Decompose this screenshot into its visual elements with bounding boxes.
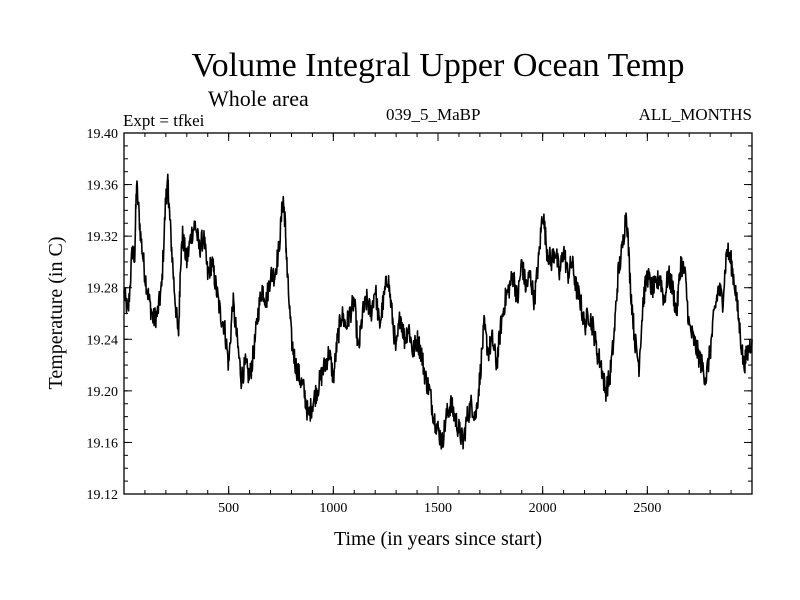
x-tick-label: 1500 [424, 501, 452, 516]
x-tick-label: 500 [218, 501, 239, 516]
experiment-label: Expt = tfkei [123, 111, 205, 130]
x-tick-label: 2500 [633, 501, 661, 516]
plot-frame [123, 132, 753, 495]
y-axis-label: Temperature (in C) [45, 237, 67, 390]
x-axis-label: Time (in years since start) [334, 528, 542, 550]
y-tick-label: 19.20 [87, 385, 119, 400]
chart-title: Volume Integral Upper Ocean Temp [192, 47, 685, 84]
period-label: ALL_MONTHS [639, 105, 752, 124]
axis-ticks [124, 132, 752, 495]
x-tick-label: 2000 [529, 501, 557, 516]
y-tick-label: 19.12 [87, 488, 119, 503]
axis-tick-labels: 19.12 19.16 19.20 19.24 19.28 19.32 19.36 19.40… [87, 127, 662, 516]
y-tick-label: 19.32 [87, 230, 119, 245]
y-tick-label: 19.16 [87, 436, 119, 451]
x-tick-label: 1000 [319, 501, 347, 516]
y-tick-label: 19.28 [87, 282, 119, 297]
y-tick-label: 19.36 [87, 179, 119, 194]
run-id-label: 039_5_MaBP [386, 105, 480, 124]
y-tick-label: 19.40 [87, 127, 119, 142]
y-tick-label: 19.24 [87, 333, 119, 348]
chart-subtitle: Whole area [208, 86, 309, 111]
temperature-series-line [123, 173, 753, 450]
